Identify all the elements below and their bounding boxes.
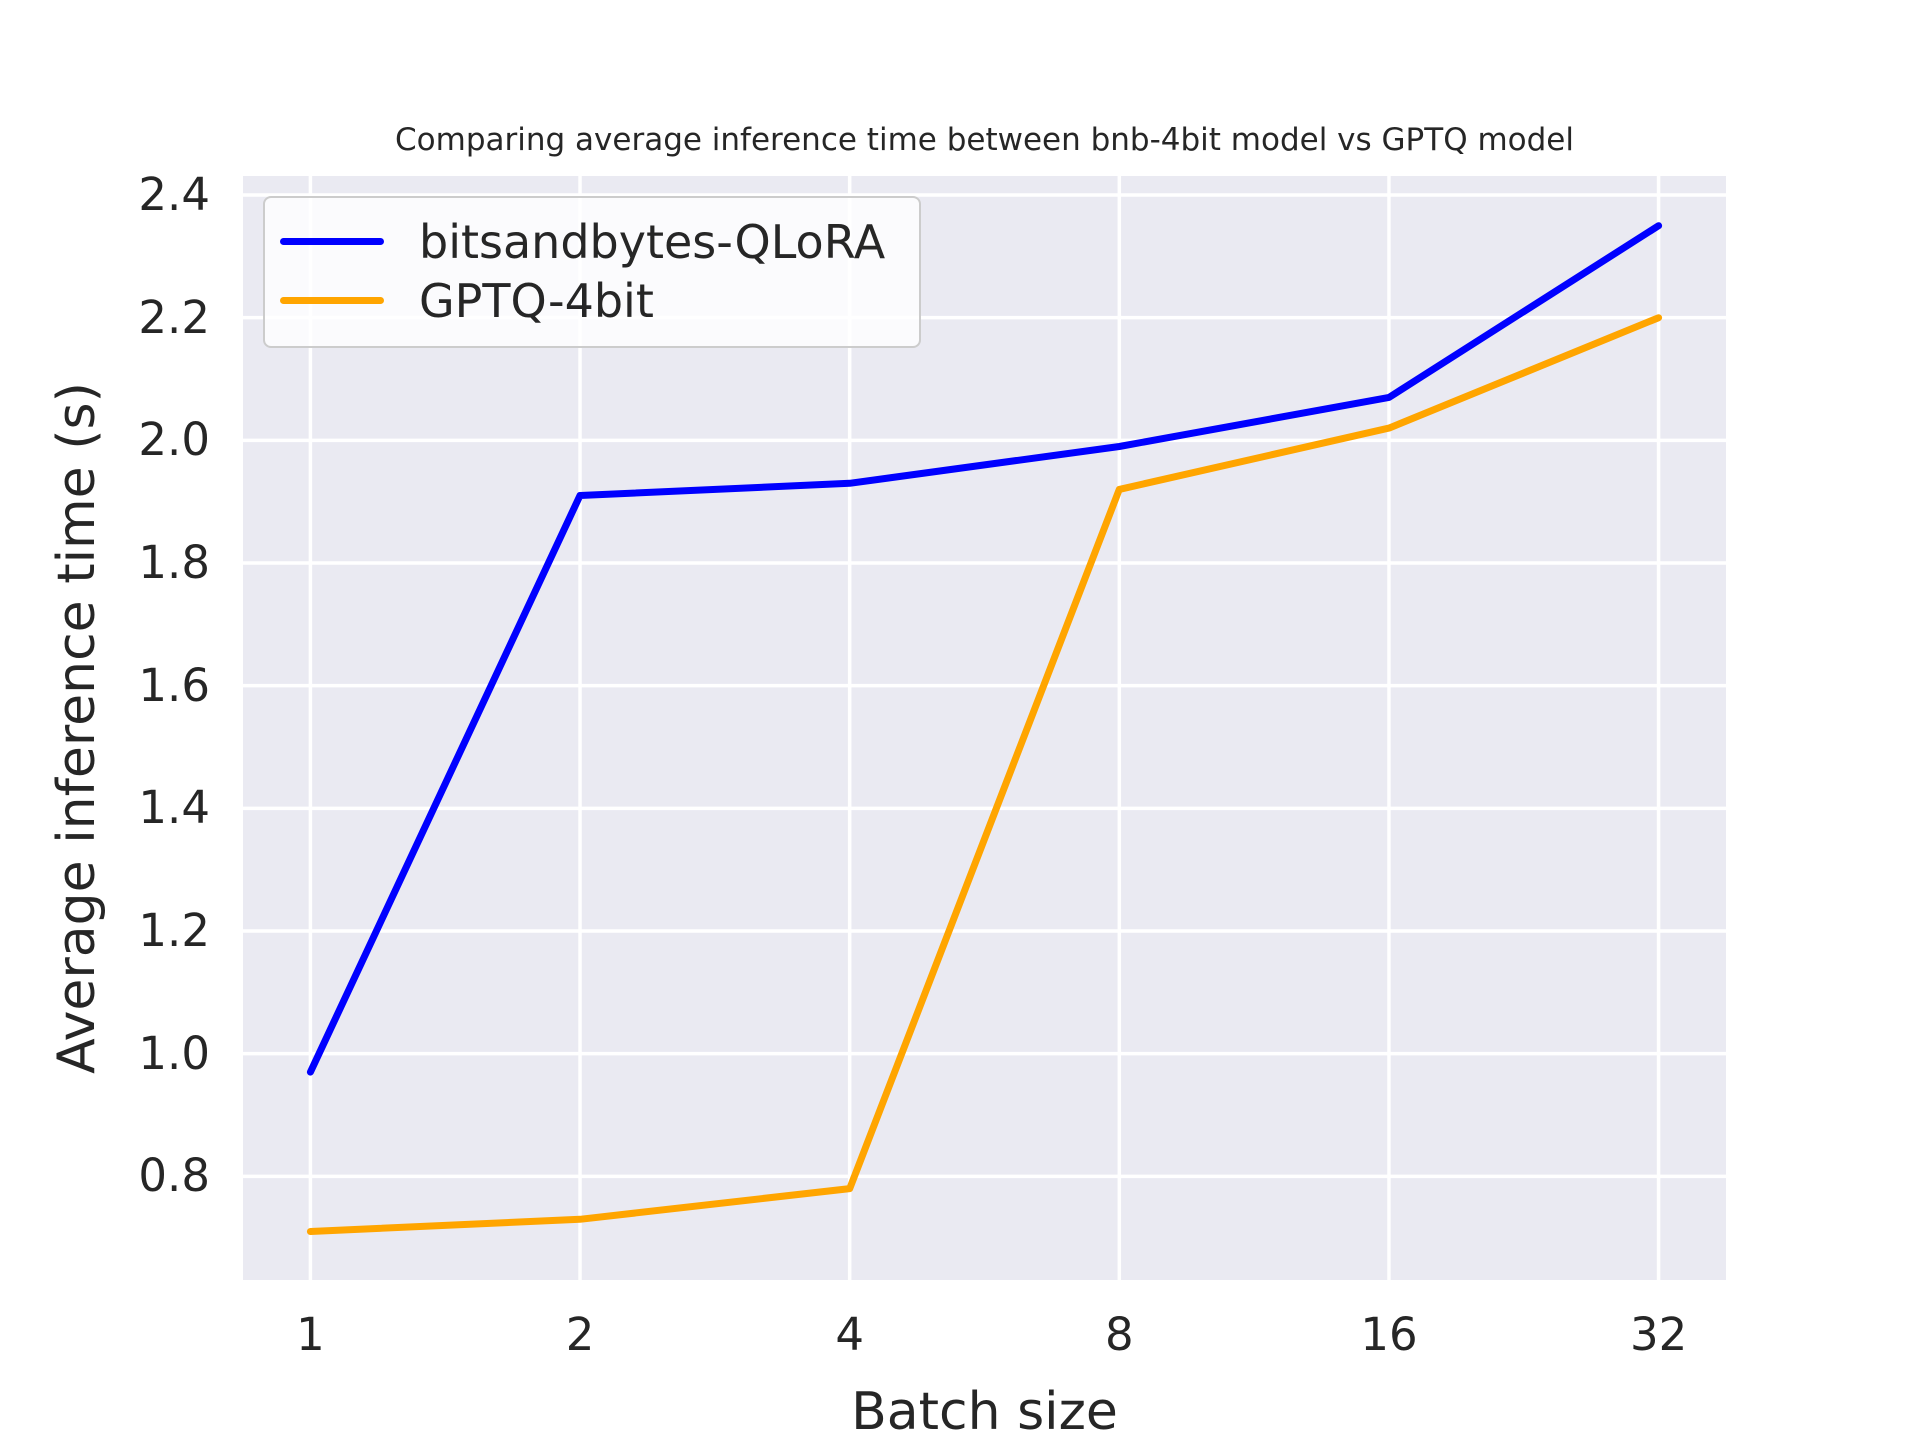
series-lines xyxy=(306,222,1663,1235)
series-line-bitsandbytes-QLoRA xyxy=(306,222,1663,1076)
plot-background xyxy=(243,176,1726,1280)
y-tick-label: 1.4 xyxy=(138,781,210,835)
legend-item-GPTQ-4bit: GPTQ-4bit xyxy=(280,271,885,330)
y-tick-label: 0.8 xyxy=(138,1149,210,1203)
x-tick-label: 4 xyxy=(835,1308,864,1361)
x-tick-label: 1 xyxy=(296,1308,325,1361)
y-axis-label: Average inference time (s) xyxy=(47,382,107,1074)
x-tick-label: 8 xyxy=(1104,1308,1134,1361)
y-tick-label: 2.2 xyxy=(138,290,210,344)
y-tick-label: 1.2 xyxy=(138,904,210,957)
y-tick-label: 1.6 xyxy=(138,658,210,712)
y-tick-label: 1.0 xyxy=(138,1026,210,1080)
x-axis-label: Batch size xyxy=(851,1382,1118,1440)
legend-line-sample xyxy=(280,238,384,245)
legend-label: GPTQ-4bit xyxy=(419,273,654,328)
x-tick-label: 16 xyxy=(1360,1308,1418,1361)
series-line-GPTQ-4bit xyxy=(306,314,1663,1235)
legend-item-bitsandbytes-QLoRA: bitsandbytes-QLoRA xyxy=(280,212,885,271)
chart-title: Comparing average inference time between… xyxy=(395,122,1574,158)
y-tick-label: 2.0 xyxy=(138,413,210,467)
plot-area xyxy=(243,176,1726,1280)
legend-line-sample xyxy=(280,297,384,304)
x-tick-label: 2 xyxy=(565,1308,595,1361)
y-tick-label: 1.8 xyxy=(138,536,210,589)
legend-label: bitsandbytes-QLoRA xyxy=(419,214,886,269)
x-tick-label: 32 xyxy=(1629,1308,1688,1361)
legend: bitsandbytes-QLoRA GPTQ-4bit xyxy=(263,196,922,348)
y-tick-label: 2.4 xyxy=(138,168,210,221)
